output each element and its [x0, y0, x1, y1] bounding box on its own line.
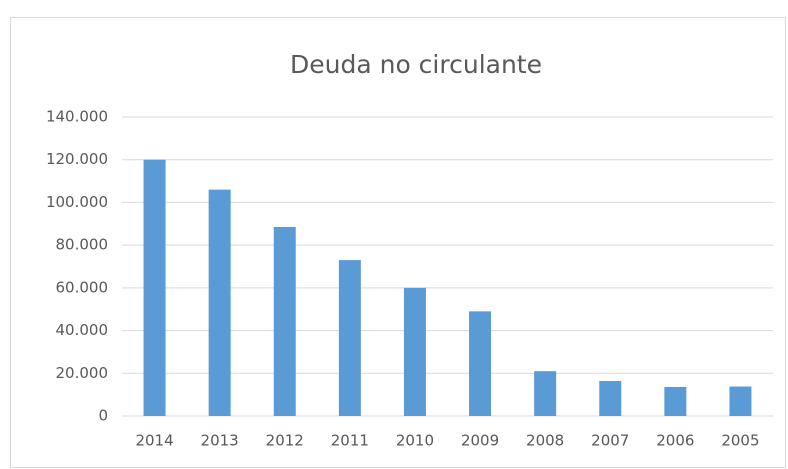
y-tick-label: 80.000: [56, 236, 109, 254]
x-tick-label: 2010: [396, 432, 434, 450]
x-tick-label: 2009: [461, 432, 499, 450]
chart-border: [10, 17, 786, 468]
y-tick-label: 40.000: [56, 321, 109, 339]
x-tick-label: 2011: [331, 432, 369, 450]
x-tick-label: 2013: [201, 432, 239, 450]
x-tick-label: 2012: [266, 432, 304, 450]
y-tick-label: 120.000: [46, 150, 108, 168]
bar: [208, 189, 231, 416]
bar: [599, 380, 622, 416]
bar: [664, 386, 687, 416]
y-tick-label: 0: [98, 407, 108, 425]
bar: [469, 311, 492, 416]
x-tick-label: 2007: [591, 432, 629, 450]
y-tick-label: 140.000: [46, 108, 108, 126]
y-tick-label: 100.000: [46, 193, 108, 211]
x-tick-label: 2005: [721, 432, 759, 450]
y-tick-label: 60.000: [56, 278, 109, 296]
x-tick-label: 2014: [135, 432, 173, 450]
bar: [534, 371, 557, 416]
bar: [729, 386, 752, 416]
bar: [403, 287, 426, 416]
bar: [338, 260, 361, 416]
chart-title: Deuda no circulante: [290, 50, 542, 79]
x-tick-label: 2006: [656, 432, 694, 450]
bar: [273, 226, 296, 416]
y-tick-label: 20.000: [56, 364, 109, 382]
x-tick-label: 2008: [526, 432, 564, 450]
bar: [143, 159, 166, 416]
